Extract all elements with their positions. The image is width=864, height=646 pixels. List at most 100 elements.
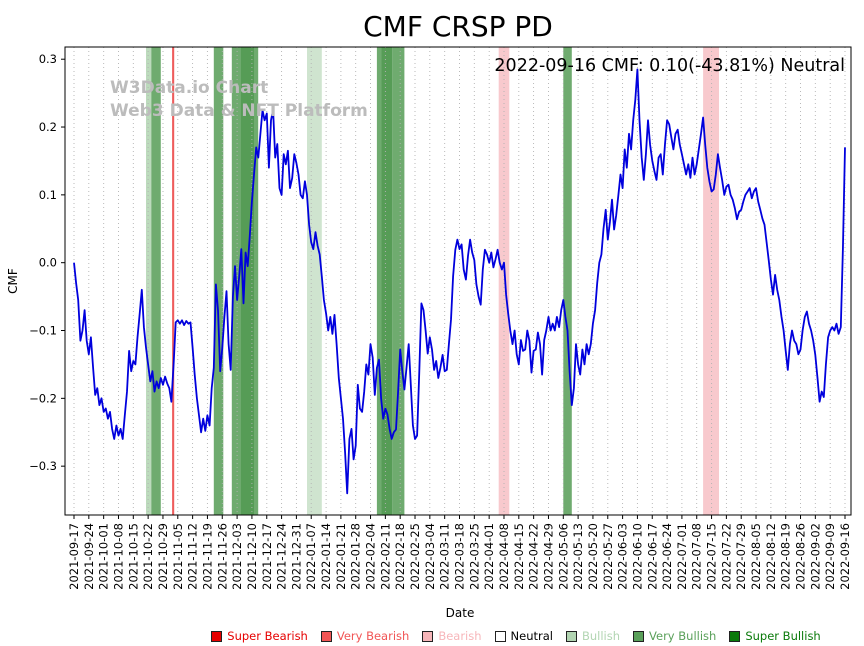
sentiment-band-bearish — [703, 47, 719, 515]
sentiment-band-very-bullish — [151, 47, 161, 515]
legend-item-bullish: Bullish — [565, 629, 621, 643]
chart-title: CMF CRSP PD — [363, 10, 553, 43]
watermark-line1: W3Data.io Chart — [110, 78, 268, 98]
legend-item-neutral: Neutral — [494, 629, 553, 643]
cmf-line — [73, 68, 846, 495]
x-tick-label: 2022-07-01 — [675, 523, 689, 590]
x-tick-label: 2022-04-08 — [497, 523, 511, 590]
x-tick-label: 2022-05-20 — [586, 523, 600, 590]
x-tick-label: 2022-03-11 — [438, 523, 452, 590]
x-tick-label: 2022-01-07 — [304, 523, 318, 590]
x-tick-label: 2022-03-25 — [467, 523, 481, 590]
x-tick-label: 2021-12-31 — [289, 523, 303, 590]
y-tick-label: −0.3 — [29, 459, 57, 473]
x-tick-label: 2022-07-29 — [734, 523, 748, 590]
x-tick-label: 2022-06-17 — [645, 523, 659, 590]
x-tick-label: 2021-11-12 — [186, 523, 200, 590]
x-tick-label: 2021-12-24 — [275, 523, 289, 590]
x-tick-label: 2021-12-17 — [260, 523, 274, 590]
x-tick-label: 2022-06-24 — [660, 523, 674, 590]
legend-swatch — [211, 630, 223, 642]
legend-label: Super Bearish — [227, 629, 308, 643]
watermark-line2: Web3 Data & NFT Platform — [110, 101, 368, 121]
y-axis-label: CMF — [6, 268, 20, 294]
x-tick-label: 2022-01-14 — [319, 523, 333, 590]
sentiment-band-very-bullish — [254, 47, 259, 515]
y-tick-label: 0.0 — [39, 256, 57, 270]
sentiment-band-bearish — [498, 47, 510, 515]
y-tick-label: 0.3 — [39, 52, 57, 66]
y-tick-label: −0.2 — [29, 391, 57, 405]
x-tick-label: 2021-10-01 — [97, 523, 111, 590]
legend-swatch — [494, 630, 506, 642]
sentiment-band-bullish — [146, 47, 152, 515]
legend-swatch — [320, 630, 332, 642]
legend-item-super-bullish: Super Bullish — [729, 629, 821, 643]
x-tick-label: 2022-02-18 — [393, 523, 407, 590]
x-tick-label: 2022-04-22 — [527, 523, 541, 590]
x-tick-label: 2021-09-24 — [82, 523, 96, 590]
legend-swatch — [422, 630, 434, 642]
x-tick-label: 2022-01-28 — [349, 523, 363, 590]
legend-label: Very Bearish — [336, 629, 410, 643]
legend-label: Very Bullish — [649, 629, 717, 643]
x-tick-label: 2022-09-02 — [808, 523, 822, 590]
x-tick-label: 2022-07-08 — [690, 523, 704, 590]
x-tick-label: 2022-08-26 — [794, 523, 808, 590]
sentiment-band-very-bullish — [563, 47, 572, 515]
legend-label: Super Bullish — [745, 629, 821, 643]
x-tick-label: 2022-09-09 — [823, 523, 837, 590]
legend-swatch — [633, 630, 645, 642]
legend-label: Bullish — [581, 629, 621, 643]
x-tick-label: 2022-04-01 — [482, 523, 496, 590]
x-tick-label: 2021-10-15 — [126, 523, 140, 590]
legend-item-super-bearish: Super Bearish — [211, 629, 308, 643]
x-axis-label: Date — [446, 606, 475, 620]
x-tick-label: 2022-03-18 — [453, 523, 467, 590]
sentiment-band-very-bullish — [392, 47, 405, 515]
plot-layer: 2021-09-17 2021-09-24 2021-10-01 2021-10-08… — [29, 46, 852, 590]
cmf-annotation: 2022-09-16 CMF: 0.10(-43.81%) Neutral — [494, 56, 845, 76]
x-tick-label: 2021-11-19 — [200, 523, 214, 590]
sentiment-band-bullish — [307, 47, 322, 515]
x-tick-label: 2022-06-10 — [630, 523, 644, 590]
x-tick-label: 2022-02-25 — [408, 523, 422, 590]
y-tick-label: 0.1 — [39, 188, 57, 202]
x-tick-label: 2022-02-11 — [378, 523, 392, 590]
x-tick-label: 2022-06-03 — [616, 523, 630, 590]
x-tick-label: 2021-10-29 — [156, 523, 170, 590]
sentiment-band-very-bullish — [381, 47, 393, 515]
legend-item-bearish: Bearish — [422, 629, 482, 643]
x-tick-label: 2022-08-19 — [779, 523, 793, 590]
legend-item-very-bullish: Very Bullish — [633, 629, 716, 643]
legend-swatch — [729, 630, 741, 642]
x-tick-label: 2021-12-03 — [230, 523, 244, 590]
x-tick-label: 2022-05-06 — [556, 523, 570, 590]
legend-label: Neutral — [510, 629, 553, 643]
x-tick-label: 2021-12-10 — [245, 523, 259, 590]
x-tick-label: 2021-10-22 — [141, 523, 155, 590]
sentiment-band-very-bearish — [172, 47, 175, 515]
x-tick-label: 2022-04-29 — [541, 523, 555, 590]
x-tick-label: 2022-08-05 — [749, 523, 763, 590]
x-tick-label: 2022-04-15 — [512, 523, 526, 590]
x-tick-label: 2021-11-05 — [171, 523, 185, 590]
x-tick-label: 2022-09-16 — [838, 523, 852, 590]
x-tick-label: 2022-08-12 — [764, 523, 778, 590]
sentiment-band-very-bullish — [240, 47, 255, 515]
x-tick-label: 2021-10-08 — [111, 523, 125, 590]
legend-swatch — [565, 630, 577, 642]
plot-border — [64, 46, 852, 516]
x-tick-label: 2022-05-27 — [601, 523, 615, 590]
x-tick-label: 2022-07-22 — [719, 523, 733, 590]
y-tick-label: 0.2 — [39, 120, 57, 134]
x-tick-label: 2022-01-21 — [334, 523, 348, 590]
x-tick-label: 2022-07-15 — [705, 523, 719, 590]
legend-item-very-bearish: Very Bearish — [320, 629, 410, 643]
sentiment-legend: Super Bearish Very Bearish Bearish Neutral B… — [0, 629, 864, 643]
x-tick-label: 2021-11-26 — [215, 523, 229, 590]
y-tick-label: −0.1 — [29, 324, 57, 338]
sentiment-band-very-bullish — [213, 47, 224, 515]
